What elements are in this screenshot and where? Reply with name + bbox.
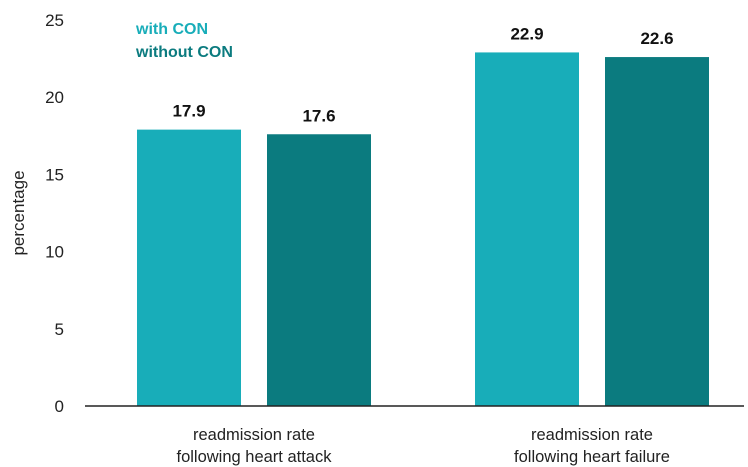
legend: with CON without CON bbox=[135, 21, 233, 61]
x-category-label: readmission rate bbox=[193, 426, 315, 444]
legend-entry: with CON bbox=[135, 21, 208, 38]
bar-without-con bbox=[267, 134, 371, 407]
y-tick-label: 0 bbox=[55, 397, 64, 416]
data-label: 17.6 bbox=[302, 106, 335, 125]
bar-without-con bbox=[605, 57, 709, 406]
bar-with-con bbox=[475, 52, 579, 406]
data-label: 22.9 bbox=[510, 24, 543, 43]
y-tick-label: 5 bbox=[55, 320, 64, 339]
bars bbox=[137, 52, 709, 407]
x-category-label: readmission rate bbox=[531, 426, 653, 444]
y-tick-label: 20 bbox=[45, 88, 64, 107]
data-labels: 17.9 17.6 22.9 22.6 bbox=[172, 24, 673, 125]
x-category-label: following heart failure bbox=[514, 448, 670, 466]
x-axis-categories: readmission rate following heart attack re… bbox=[176, 426, 669, 466]
data-label: 17.9 bbox=[172, 102, 205, 121]
bar-with-con bbox=[137, 129, 241, 406]
y-axis-ticks: 0 5 10 15 20 25 bbox=[45, 11, 64, 416]
x-category-label: following heart attack bbox=[176, 448, 332, 466]
legend-entry: without CON bbox=[135, 44, 233, 61]
y-axis-label: percentage bbox=[9, 170, 28, 255]
y-tick-label: 25 bbox=[45, 11, 64, 30]
data-label: 22.6 bbox=[640, 29, 673, 48]
y-tick-label: 15 bbox=[45, 165, 64, 184]
y-tick-label: 10 bbox=[45, 243, 64, 262]
